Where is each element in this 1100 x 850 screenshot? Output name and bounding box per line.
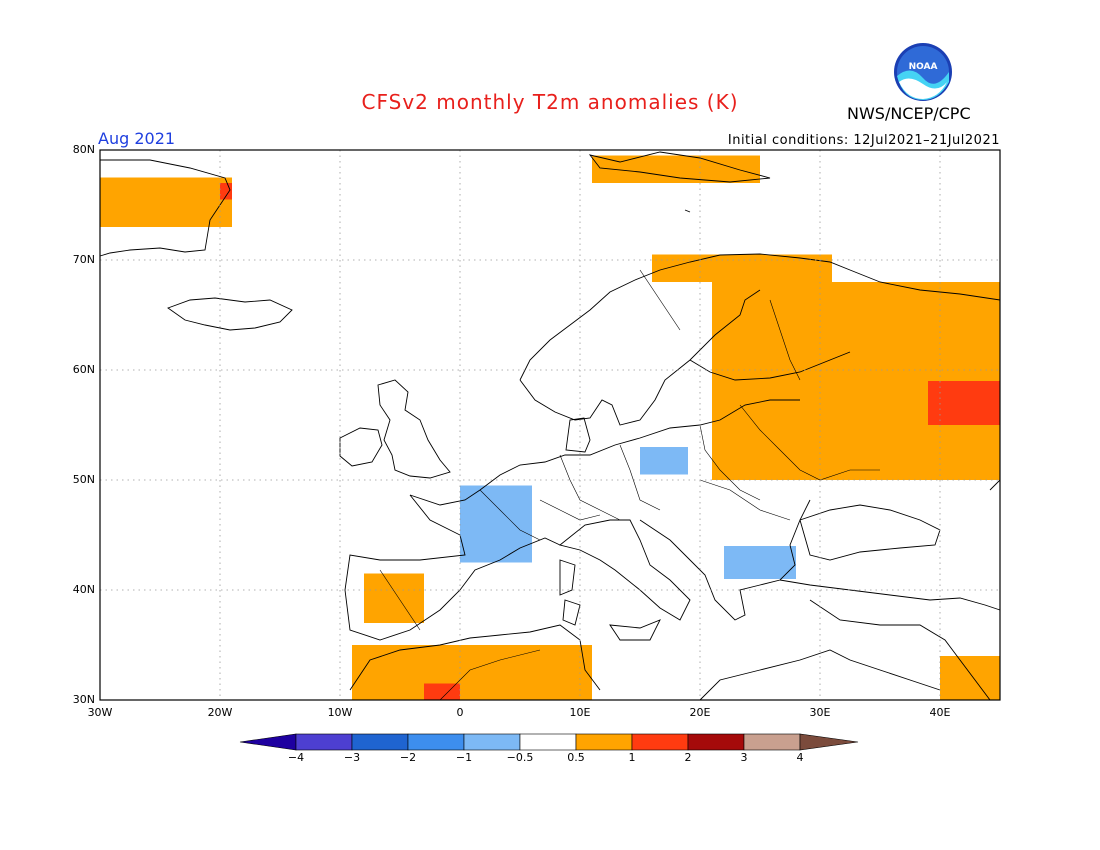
colorbar-arrow-low (239, 733, 297, 751)
anomaly-black-sea-cool (724, 546, 796, 579)
colorbar-swatch (575, 733, 633, 751)
colorbar-arrow-high (799, 733, 859, 751)
anomaly-north-africa (352, 645, 592, 700)
colorbar-tick-label: 4 (796, 751, 804, 764)
colorbar-tick-label: 2 (684, 751, 692, 764)
lon-label: 40E (929, 706, 951, 719)
initial-conditions: Initial conditions: 12Jul2021–21Jul2021 (727, 133, 1000, 148)
anomaly-greenland-east-warm (220, 183, 232, 200)
lon-label: 10E (569, 706, 591, 719)
lon-label: 20W (207, 706, 233, 719)
lon-label: 30E (809, 706, 831, 719)
logo-text: NOAA (909, 62, 938, 72)
noaa-logo: NOAA (893, 42, 953, 102)
lat-label: 40N (72, 583, 95, 596)
lon-label: 0 (456, 706, 464, 719)
lon-label: 20E (689, 706, 711, 719)
anomaly-middle-east (940, 656, 1000, 700)
colorbar-tick-label: −3 (343, 751, 361, 764)
colorbar (239, 733, 859, 751)
colorbar-swatch (631, 733, 689, 751)
colorbar-swatch (295, 733, 353, 751)
lat-label: 70N (72, 253, 95, 266)
anomaly-morocco-hotspot (424, 683, 460, 700)
map-frame (99, 149, 1001, 701)
lat-label: 50N (72, 473, 95, 486)
colorbar-swatch (519, 733, 577, 751)
lat-label: 60N (72, 363, 95, 376)
anomaly-svalbard (592, 155, 760, 183)
anomaly-russia-hotspot (928, 381, 1000, 425)
anomaly-northern-scandinavia (652, 254, 832, 282)
colorbar-tick-label: −2 (399, 751, 417, 764)
colorbar-swatch (463, 733, 521, 751)
lat-label: 30N (72, 693, 95, 706)
colorbar-tick-label: −1 (455, 751, 473, 764)
valid-month: Aug 2021 (98, 129, 176, 148)
colorbar-tick-label: −0.5 (506, 751, 534, 764)
colorbar-tick-label: −4 (287, 751, 305, 764)
colorbar-swatch (351, 733, 409, 751)
anomaly-poland-cool (640, 447, 688, 475)
anomaly-layer (100, 155, 1000, 700)
agency-label: NWS/NCEP/CPC (847, 104, 971, 123)
anomaly-iberia (364, 573, 424, 623)
lat-label: 80N (72, 143, 95, 156)
colorbar-swatch (687, 733, 745, 751)
gridlines (100, 150, 1000, 700)
colorbar-tick-label: 1 (628, 751, 636, 764)
map-title: CFSv2 monthly T2m anomalies (K) (361, 90, 739, 114)
lon-label: 10W (327, 706, 353, 719)
coastlines (99, 151, 1001, 701)
lon-label: 30W (87, 706, 113, 719)
colorbar-swatch (407, 733, 465, 751)
anomaly-greenland-coast (100, 177, 232, 227)
colorbar-tick-label: 3 (740, 751, 748, 764)
colorbar-swatch (743, 733, 801, 751)
colorbar-tick-label: 0.5 (567, 751, 585, 764)
anomaly-france-cool (460, 485, 532, 563)
